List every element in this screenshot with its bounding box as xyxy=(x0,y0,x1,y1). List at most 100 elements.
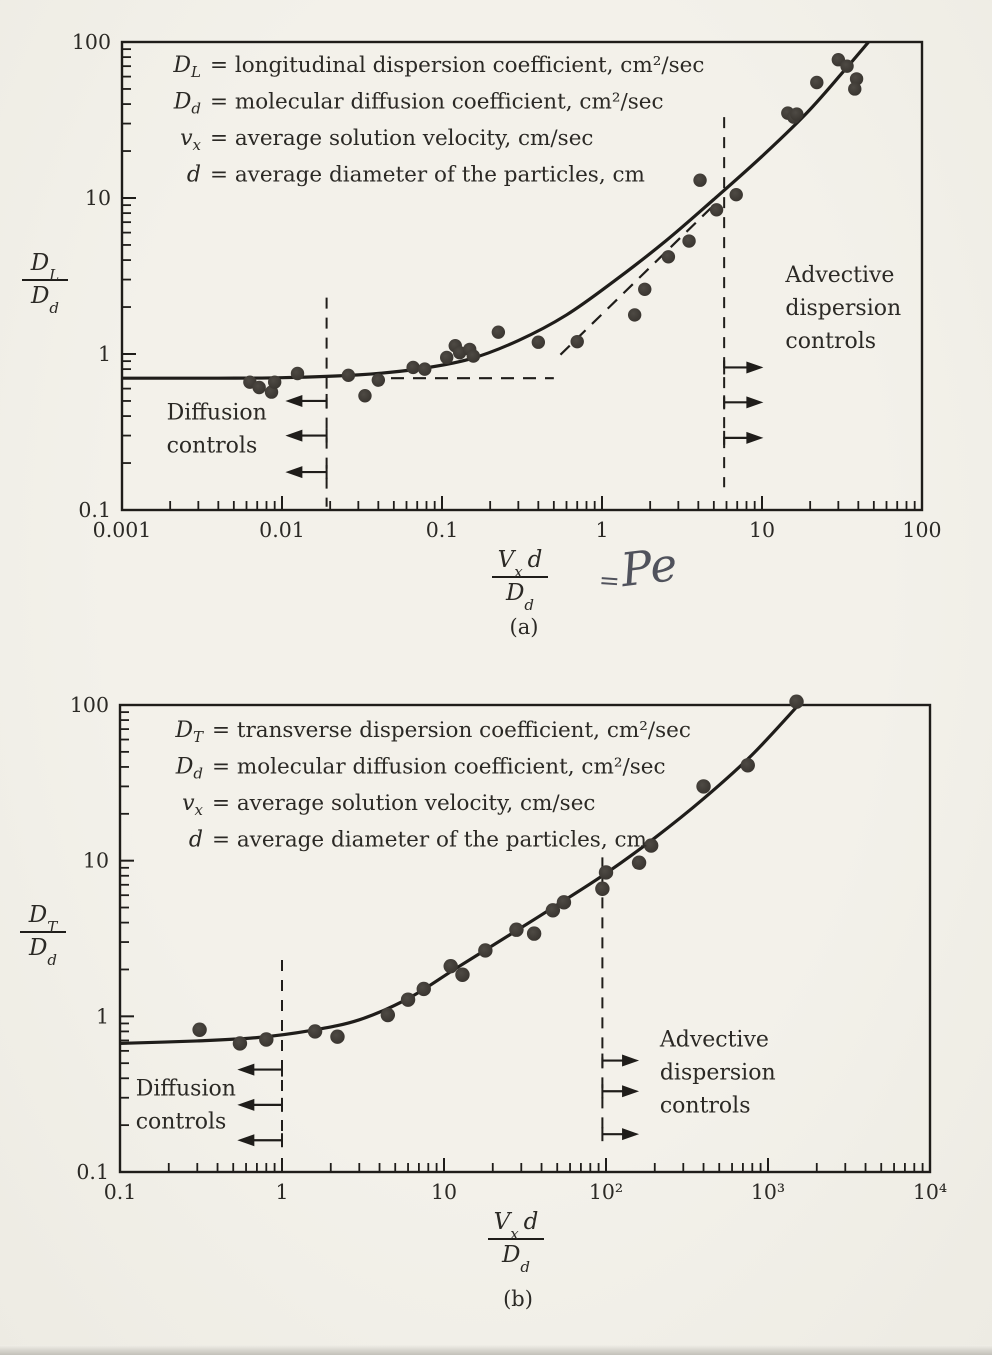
data-point xyxy=(232,1036,248,1051)
data-point xyxy=(440,350,454,365)
y-axis-label-b-numerator: DT xyxy=(28,902,58,936)
arrow-head xyxy=(746,396,764,409)
asymptote-dashed-line xyxy=(559,207,712,356)
x-tick-label: 0.01 xyxy=(259,518,305,542)
data-point xyxy=(307,1024,323,1039)
data-point xyxy=(643,838,659,853)
arrow-head xyxy=(285,429,303,442)
data-point xyxy=(418,362,432,376)
fraction-bar xyxy=(22,279,68,281)
legend-definition: = transverse dispersion coefficient, cm²… xyxy=(212,718,691,743)
fraction-bar xyxy=(492,576,548,578)
x-tick-label: 0.1 xyxy=(104,1180,137,1204)
data-point xyxy=(491,325,506,339)
data-point xyxy=(661,250,676,264)
arrow-head xyxy=(237,1098,255,1111)
y-tick-label: 10 xyxy=(85,186,111,210)
legend-symbol: DT xyxy=(174,718,204,746)
legend-symbol: Dd xyxy=(173,90,201,118)
data-point xyxy=(696,779,711,794)
x-tick-label: 0.001 xyxy=(93,518,152,542)
x-tick-label: 1 xyxy=(275,1180,288,1204)
data-point xyxy=(682,234,696,248)
data-point xyxy=(849,72,864,86)
y-tick-label: 0.1 xyxy=(76,1160,109,1184)
arrow-head xyxy=(746,431,764,444)
data-point xyxy=(478,943,493,958)
x-tick-label: 10³ xyxy=(751,1180,785,1204)
arrow-head xyxy=(746,361,764,374)
plot-border xyxy=(120,40,924,512)
x-tick-label: 10² xyxy=(589,1180,623,1204)
x-axis-label-a-denominator: Dd xyxy=(505,580,535,614)
x-tick-label: 10 xyxy=(431,1180,457,1204)
legend-definition: = average diameter of the particles, cm xyxy=(210,163,645,188)
arrow-head xyxy=(285,466,303,479)
scan-edge-shadow xyxy=(0,1345,992,1355)
x-axis-label-a-numerator: Vx d xyxy=(497,547,543,581)
legend-definition: = average solution velocity, cm/sec xyxy=(210,126,593,151)
x-tick-label: 1 xyxy=(595,518,608,542)
legend-definition: = average diameter of the particles, cm xyxy=(212,828,647,853)
fraction-bar xyxy=(488,1238,544,1240)
x-tick-label: 10 xyxy=(749,518,775,542)
data-point xyxy=(545,903,561,918)
arrow-head xyxy=(622,1085,640,1098)
data-point xyxy=(693,173,707,187)
x-tick-label: 0.1 xyxy=(426,518,459,542)
data-point xyxy=(443,958,458,974)
data-point xyxy=(192,1022,207,1037)
plot-border xyxy=(118,703,932,1174)
region-label: Advective dispersion controls xyxy=(784,263,901,354)
x-axis-label-b: Vx d Dd xyxy=(488,1209,544,1276)
legend-symbol: vx xyxy=(180,126,201,154)
data-point xyxy=(371,373,386,387)
caption-a: (a) xyxy=(509,615,539,639)
arrow-head xyxy=(285,394,303,407)
y-axis-label-a-denominator: Dd xyxy=(30,283,60,317)
y-tick-label: 100 xyxy=(70,693,109,717)
data-point xyxy=(810,75,824,90)
x-tick-label: 100 xyxy=(902,518,941,542)
fitted-curve xyxy=(122,42,871,380)
x-axis-label-b-denominator: Dd xyxy=(501,1242,531,1276)
data-point xyxy=(290,366,305,381)
legend-definition: = longitudinal dispersion coefficient, c… xyxy=(210,53,704,78)
data-point xyxy=(252,380,266,395)
fraction-bar xyxy=(20,931,66,933)
data-point xyxy=(416,981,431,997)
y-axis-label-a-numerator: DL xyxy=(30,250,60,284)
data-point xyxy=(531,335,546,349)
data-point xyxy=(595,881,610,896)
data-point xyxy=(267,375,282,389)
data-point xyxy=(789,694,804,709)
caption-b: (b) xyxy=(503,1287,533,1311)
handwritten-equals: = xyxy=(598,565,621,596)
data-point xyxy=(526,926,542,941)
legend-symbol: vx xyxy=(182,791,203,819)
data-point xyxy=(259,1032,274,1047)
legend-symbol: DL xyxy=(172,53,201,81)
data-point xyxy=(330,1029,345,1044)
x-tick-label: 10⁴ xyxy=(913,1180,947,1204)
y-tick-label: 10 xyxy=(83,849,109,873)
arrow-head xyxy=(237,1063,255,1076)
arrow-head xyxy=(622,1054,640,1067)
data-point xyxy=(570,334,584,349)
y-axis-label-a: DL Dd xyxy=(22,250,68,317)
data-point xyxy=(631,855,647,870)
x-axis-label-b-numerator: Vx d xyxy=(493,1209,539,1243)
data-point xyxy=(341,368,356,383)
data-point xyxy=(598,865,614,880)
legend-symbol: d xyxy=(187,163,201,188)
data-point xyxy=(556,895,572,910)
data-point xyxy=(638,282,652,296)
data-point xyxy=(358,389,372,403)
y-tick-label: 1 xyxy=(98,342,111,366)
fitted-curve xyxy=(120,705,801,1046)
dispersion-chart-b: 0.1 1 10 10² 10³ 10⁴ 0.1 1 10 100 Diffusion control… xyxy=(70,693,947,1204)
legend-symbol: d xyxy=(189,828,203,853)
data-point xyxy=(790,107,804,121)
handwritten-pe-annotation: Pe xyxy=(617,536,681,598)
